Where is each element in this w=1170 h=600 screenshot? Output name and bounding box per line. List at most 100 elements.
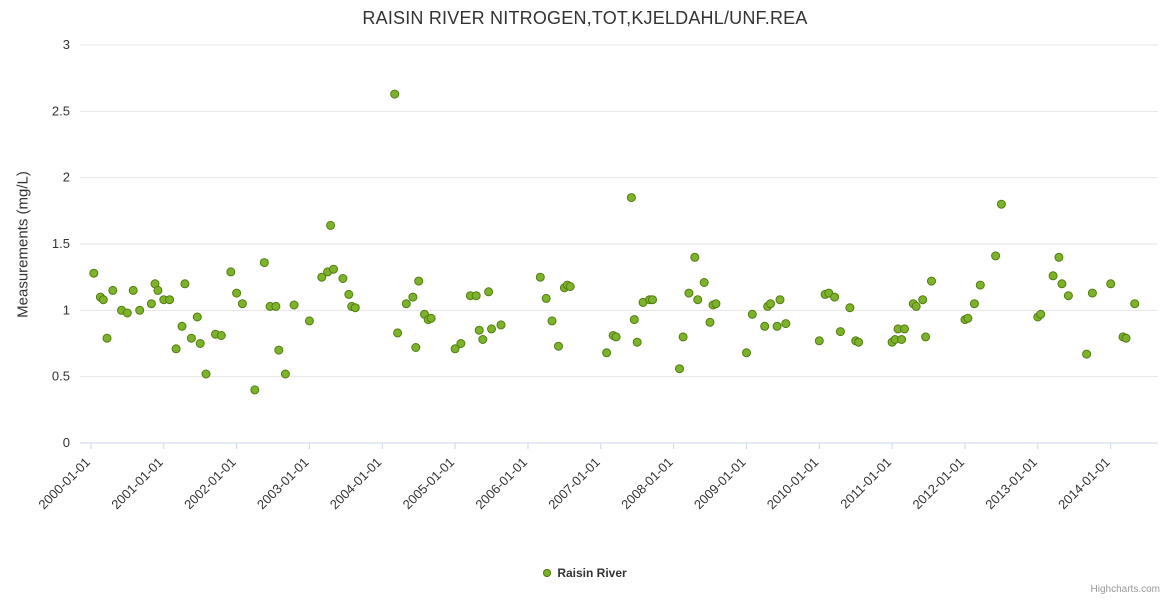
data-point[interactable]	[830, 292, 840, 302]
data-point[interactable]	[171, 344, 181, 354]
data-point[interactable]	[547, 316, 557, 326]
data-point[interactable]	[496, 320, 506, 330]
legend-item-raisin-river[interactable]: Raisin River	[543, 566, 627, 580]
data-point[interactable]	[186, 333, 196, 343]
data-point[interactable]	[393, 328, 403, 338]
data-point[interactable]	[232, 288, 242, 298]
data-point[interactable]	[226, 267, 236, 277]
data-point[interactable]	[675, 364, 684, 374]
data-point[interactable]	[487, 324, 496, 334]
data-point[interactable]	[1121, 333, 1131, 343]
data-point[interactable]	[474, 325, 484, 335]
data-point[interactable]	[760, 321, 770, 331]
data-point[interactable]	[918, 295, 928, 305]
data-point[interactable]	[921, 332, 931, 342]
data-point[interactable]	[775, 295, 785, 305]
data-point[interactable]	[1082, 349, 1092, 359]
data-point[interactable]	[678, 332, 688, 342]
data-point[interactable]	[711, 299, 721, 309]
data-point[interactable]	[565, 282, 575, 291]
data-point[interactable]	[1130, 299, 1140, 309]
highcharts-credits-link[interactable]: Highcharts.com	[1090, 584, 1160, 595]
data-point[interactable]	[89, 268, 99, 278]
data-point[interactable]	[772, 321, 782, 331]
data-point[interactable]	[705, 317, 715, 327]
data-point[interactable]	[835, 327, 845, 337]
data-point[interactable]	[963, 313, 973, 323]
data-point[interactable]	[747, 309, 757, 319]
data-point[interactable]	[390, 89, 400, 99]
data-point[interactable]	[108, 285, 118, 295]
data-point[interactable]	[135, 305, 145, 315]
data-point[interactable]	[648, 295, 657, 305]
data-point[interactable]	[699, 278, 709, 287]
data-point[interactable]	[326, 220, 336, 230]
data-point[interactable]	[216, 331, 226, 340]
data-point[interactable]	[814, 336, 824, 346]
data-point[interactable]	[484, 287, 494, 297]
data-point[interactable]	[626, 193, 636, 203]
data-point[interactable]	[897, 335, 907, 344]
data-point[interactable]	[471, 291, 481, 301]
data-point[interactable]	[280, 369, 290, 379]
data-point[interactable]	[781, 319, 791, 329]
data-point[interactable]	[128, 285, 138, 295]
data-point[interactable]	[259, 258, 269, 268]
data-point[interactable]	[911, 301, 921, 311]
data-point[interactable]	[1106, 279, 1116, 289]
data-point[interactable]	[693, 295, 703, 305]
data-point[interactable]	[195, 339, 205, 348]
data-point[interactable]	[1087, 288, 1097, 298]
data-point[interactable]	[969, 299, 979, 309]
data-point[interactable]	[1036, 309, 1046, 319]
data-point[interactable]	[329, 264, 338, 274]
data-point[interactable]	[450, 344, 460, 354]
data-point[interactable]	[629, 315, 639, 325]
data-point[interactable]	[766, 299, 775, 309]
data-point[interactable]	[1054, 252, 1064, 262]
data-point[interactable]	[401, 299, 411, 309]
data-point[interactable]	[146, 299, 156, 309]
data-point[interactable]	[122, 308, 132, 318]
data-point[interactable]	[102, 333, 112, 343]
data-point[interactable]	[742, 348, 751, 358]
data-point[interactable]	[350, 303, 360, 313]
data-point[interactable]	[900, 324, 909, 334]
data-point[interactable]	[854, 337, 864, 347]
data-point[interactable]	[845, 303, 855, 313]
data-point[interactable]	[237, 299, 247, 309]
data-point[interactable]	[690, 252, 700, 262]
data-point[interactable]	[180, 279, 190, 289]
data-point[interactable]	[535, 272, 545, 282]
data-point[interactable]	[1048, 271, 1058, 281]
data-point[interactable]	[165, 295, 175, 305]
data-point[interactable]	[153, 285, 163, 295]
data-point[interactable]	[1057, 279, 1067, 289]
data-point[interactable]	[684, 288, 694, 298]
data-point[interactable]	[271, 301, 281, 311]
data-point[interactable]	[602, 348, 612, 358]
data-point[interactable]	[611, 332, 621, 342]
data-point[interactable]	[991, 251, 1001, 261]
data-point[interactable]	[338, 274, 348, 283]
data-point[interactable]	[541, 293, 551, 303]
data-point[interactable]	[411, 343, 421, 352]
data-point[interactable]	[250, 385, 260, 395]
data-point[interactable]	[274, 345, 284, 355]
data-point[interactable]	[554, 341, 563, 351]
data-point[interactable]	[975, 280, 985, 290]
data-point[interactable]	[317, 272, 327, 282]
data-point[interactable]	[456, 339, 466, 348]
data-point[interactable]	[408, 292, 418, 302]
data-point[interactable]	[344, 289, 354, 299]
data-point[interactable]	[304, 316, 314, 326]
data-point[interactable]	[426, 313, 436, 323]
data-point[interactable]	[927, 276, 936, 286]
data-point[interactable]	[996, 199, 1006, 209]
data-point[interactable]	[177, 321, 187, 331]
data-point[interactable]	[478, 335, 488, 344]
data-point[interactable]	[414, 276, 424, 286]
data-point[interactable]	[1063, 291, 1073, 301]
data-point[interactable]	[98, 295, 108, 305]
data-point[interactable]	[632, 337, 642, 347]
